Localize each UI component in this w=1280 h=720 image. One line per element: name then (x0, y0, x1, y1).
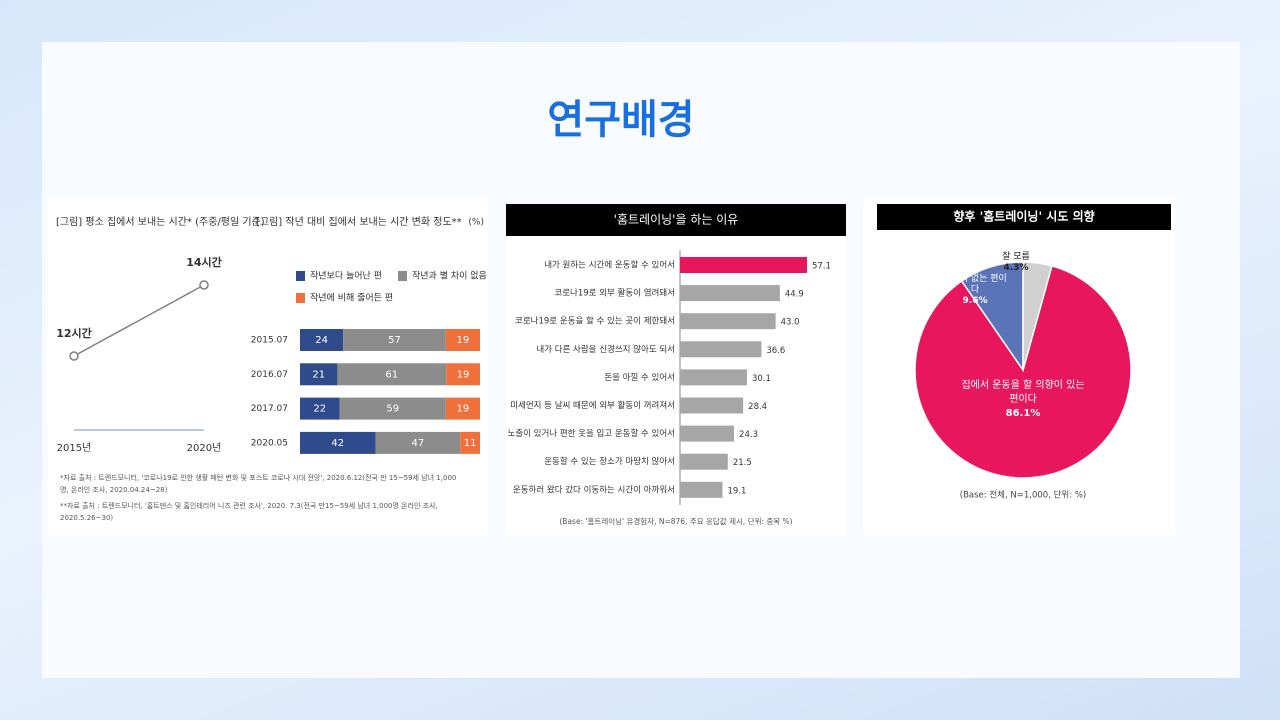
data-label: 30.1 (752, 374, 771, 384)
data-label: 43.0 (781, 318, 800, 328)
y-tick-label: 노출이 있거나 편한 옷을 입고 운동할 수 있어서 (508, 428, 676, 439)
value-label: 14시간 (186, 255, 222, 269)
y-tick-label: 운동할 수 있는 장소가 마땅치 않아서 (544, 456, 675, 467)
legend-swatch (296, 293, 305, 303)
data-label: 19.1 (727, 486, 746, 496)
point (69, 351, 79, 361)
bar-segment (300, 397, 340, 420)
data-label: 22 (313, 404, 326, 415)
y-tick-label: 2015.07 (251, 336, 288, 346)
bar (680, 313, 776, 330)
point (199, 280, 209, 290)
bar-segment (445, 397, 480, 420)
bar-segment (337, 363, 447, 386)
y-tick-label: 코로나19로 운동을 할 수 있는 곳이 제한돼서 (515, 316, 675, 327)
data-label: 24 (315, 335, 328, 346)
line (73, 284, 205, 357)
bar (680, 453, 728, 470)
slide-title: 연구배경 (547, 97, 694, 143)
bar-segment (300, 431, 376, 454)
bar (680, 369, 747, 386)
title-bar (877, 204, 1171, 230)
bar (680, 481, 723, 498)
data-label: 21.5 (733, 458, 752, 468)
data-label: 19 (457, 335, 470, 346)
unit: (%) (468, 218, 484, 228)
y-tick-label: 2017.07 (251, 404, 288, 414)
bar (680, 285, 780, 302)
legend-label: 작년과 별 차이 없음 (412, 270, 487, 282)
y-tick-label: 2020.05 (251, 438, 288, 448)
chart-note: (Base: '홈트레이닝' 유경험자, N=876, 주요 응답값 제시, 단… (559, 516, 792, 526)
x-tick-label: 2020년 (187, 442, 222, 454)
y-tick-label: 코로나19로 외부 활동이 염려돼서 (554, 288, 675, 299)
slice-name: 잘 모름 (1002, 252, 1030, 262)
slice-value: 4.3% (1003, 263, 1029, 273)
data-label: 61 (385, 369, 398, 380)
legend-swatch (398, 271, 407, 281)
slice-label: 집에서 운동을 할 의향이 있는 편이다 86.1% (958, 379, 1088, 421)
chart-title: 향후 '홈트레이닝' 시도 의향 (953, 209, 1094, 224)
bar-segment (460, 431, 480, 454)
data-label: 11 (464, 438, 477, 449)
title-bar (506, 204, 846, 236)
y-tick-label: 운동하러 왔다 갔다 이동하는 시간이 아까워서 (513, 484, 675, 495)
bar-segment (339, 397, 446, 420)
slice-value: 86.1% (1005, 408, 1041, 419)
slice-name: 의향이 없는 편이다 (943, 274, 1007, 295)
y-tick-label: 돈을 아낄 수 있어서 (604, 372, 675, 383)
chart-title: [그림] 평소 집에서 보내는 시간* (주중/평일 기준) (56, 216, 265, 228)
data-label: 19 (457, 369, 470, 380)
data-label: 47 (412, 438, 425, 449)
source-note: **자료 출처 : 트렌드모니터, '홈트덴스 및 홈인테리어 니즈 관련 조사… (60, 502, 438, 522)
data-label: 44.9 (785, 290, 804, 300)
bar (680, 341, 762, 358)
slice-label: 의향이 없는 편이다 9.6% (940, 274, 1010, 307)
legend-swatch (296, 271, 305, 281)
data-label: 59 (386, 404, 399, 415)
bar-segment (300, 329, 344, 351)
bar (680, 425, 735, 442)
y-tick-label: 내가 다른 사람을 신경쓰지 않아도 되서 (536, 344, 675, 355)
chart-title: '홈트레이닝'을 하는 이유 (614, 213, 739, 227)
value-label: 12시간 (56, 326, 92, 340)
bar (680, 397, 744, 414)
bar-segment (300, 363, 338, 386)
data-label: 57 (388, 335, 401, 346)
slice-value: 9.6% (962, 296, 988, 306)
legend-label: 작년보다 늘어난 편 (310, 270, 382, 282)
chart-note: (Base: 전체, N=1,000, 단위: %) (960, 490, 1086, 501)
x-tick-label: 2015년 (57, 442, 92, 454)
pie-slice (1022, 261, 1053, 371)
y-tick-label: 미세먼지 등 날씨 때문에 외부 활동이 꺼려져서 (510, 400, 675, 411)
bar (680, 257, 807, 273)
pie-slice (914, 265, 1132, 479)
data-label: 36.6 (766, 346, 785, 356)
slice-name: 집에서 운동을 할 의향이 있는 편이다 (961, 380, 1085, 405)
y-tick-label: 2016.07 (251, 370, 288, 380)
source-note: *자료 출처 : 트렌드모니터, '코로나19로 인한 생활 패턴 변화 및 포… (60, 474, 457, 494)
bar-segment (446, 363, 480, 386)
data-label: 21 (312, 369, 325, 380)
chart-title: [그림] 작년 대비 집에서 보내는 시간 변화 정도** (256, 216, 462, 228)
bar-segment (343, 329, 446, 351)
bar-segment (375, 431, 461, 454)
bar-segment (445, 329, 480, 351)
data-label: 24.3 (739, 430, 758, 440)
legend-label: 작년에 비해 줄어든 편 (310, 292, 393, 304)
y-tick-label: 내가 원하는 시간에 운동할 수 있어서 (544, 260, 675, 271)
data-label: 42 (331, 438, 344, 449)
data-label: 28.4 (748, 402, 767, 412)
data-label: 19 (457, 404, 470, 415)
data-label: 57.1 (812, 262, 831, 272)
slice-label: 잘 모름 4.3% (996, 252, 1036, 274)
